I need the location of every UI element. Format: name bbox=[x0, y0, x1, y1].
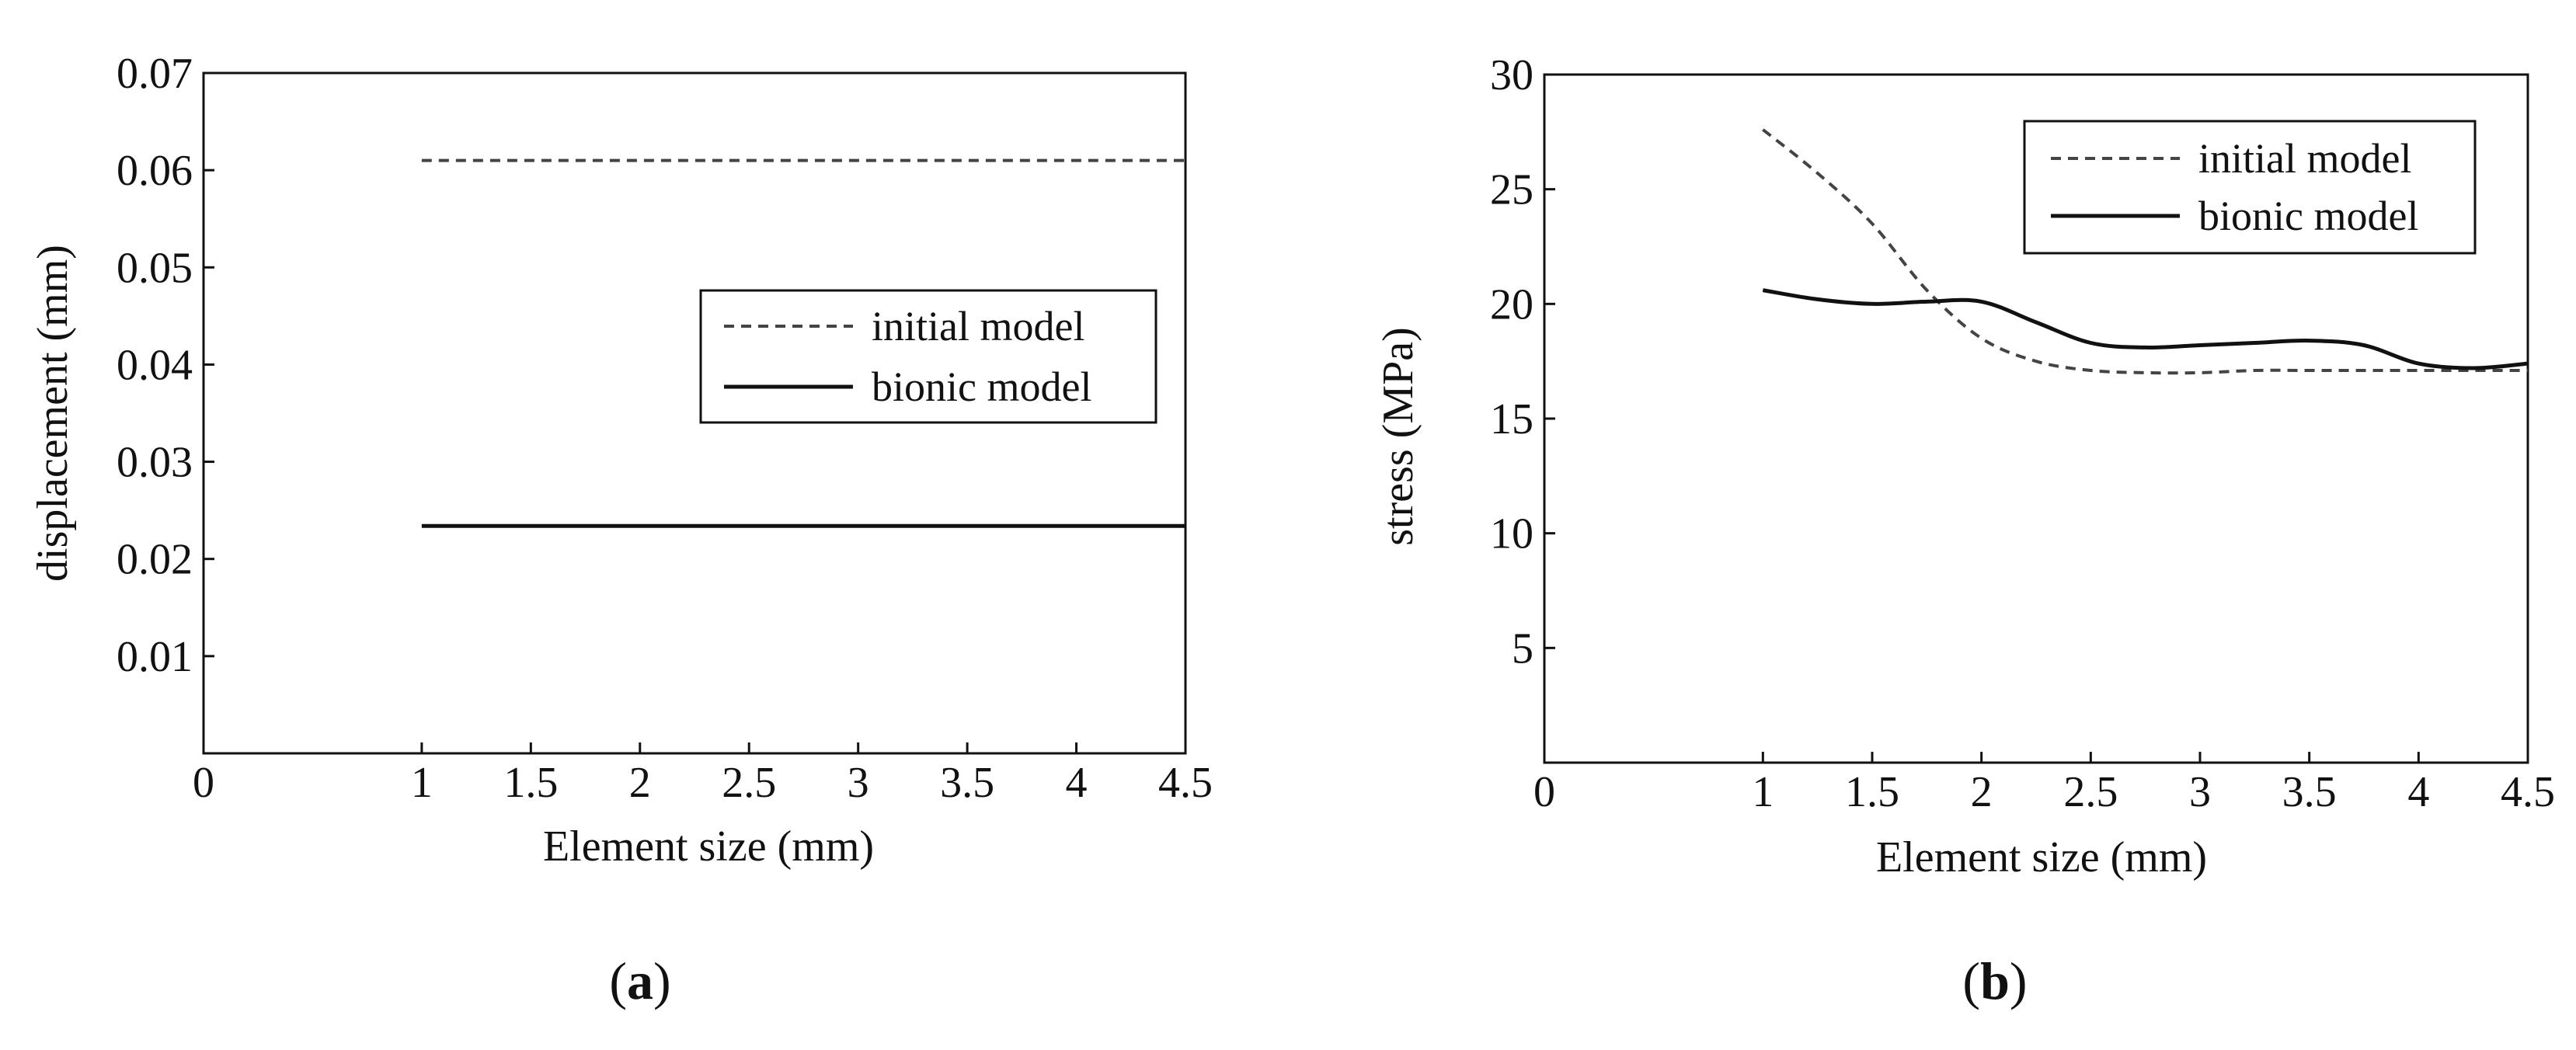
legend-label-initial-model: initial model bbox=[2198, 135, 2411, 182]
x-tick-label: 4 bbox=[1066, 759, 1088, 807]
panel-a-displacement-chart: 0.01 0.02 0.03 0.04 0.05 0.06 0.07 0 1 1.5 2 2.5 3 3… bbox=[29, 50, 1213, 1010]
x-tick-label: 2.5 bbox=[2063, 768, 2118, 816]
x-tick-label: 1.5 bbox=[1845, 768, 1899, 816]
plot-marks bbox=[202, 71, 1187, 753]
panel-letter-a: a bbox=[627, 951, 653, 1010]
y-tick-label: 10 bbox=[1490, 510, 1533, 558]
legend-label-bionic-model: bionic model bbox=[2198, 193, 2418, 239]
y-tick-label: 0.06 bbox=[117, 147, 193, 195]
y-tick-label: 0.05 bbox=[117, 244, 193, 292]
x-tick-label: 0 bbox=[193, 759, 214, 807]
x-tick-label: 2 bbox=[1971, 768, 1993, 816]
x-tick-label: 4.5 bbox=[1158, 759, 1213, 807]
x-tick-label: 3 bbox=[848, 759, 869, 807]
series-line-initial-model bbox=[1762, 128, 2529, 375]
y-tick-label: 0.04 bbox=[117, 341, 193, 389]
x-tick-label: 1.5 bbox=[503, 759, 558, 807]
legend-box bbox=[2023, 120, 2477, 255]
y-tick-label: 15 bbox=[1490, 395, 1533, 443]
series-line-bionic-model bbox=[1762, 288, 2529, 370]
x-tick-label: 4 bbox=[2407, 768, 2429, 816]
x-tick-label: 4.5 bbox=[2501, 768, 2555, 816]
legend-label-initial-model: initial model bbox=[872, 303, 1084, 349]
panel-label-b: (b) bbox=[1962, 951, 2027, 1010]
panel-label-a: (a) bbox=[609, 951, 670, 1010]
x-tick-label: 1 bbox=[411, 759, 433, 807]
y-tick-label: 25 bbox=[1490, 166, 1533, 214]
x-tick-label: 2 bbox=[629, 759, 651, 807]
y-tick-label: 30 bbox=[1490, 51, 1533, 99]
x-tick-label: 0 bbox=[1533, 768, 1555, 816]
y-tick-labels: 0.01 0.02 0.03 0.04 0.05 0.06 0.07 bbox=[117, 50, 193, 681]
legend-box bbox=[699, 289, 1157, 424]
y-tick-label: 0.07 bbox=[117, 50, 193, 98]
y-axis-label: stress (MPa) bbox=[1374, 327, 1422, 546]
legend: initial model bionic model bbox=[699, 289, 1157, 424]
x-tick-label: 2.5 bbox=[722, 759, 776, 807]
legend: initial model bionic model bbox=[2023, 120, 2477, 255]
x-tick-labels: 0 1 1.5 2 2.5 3 3.5 4 4.5 bbox=[1533, 768, 2555, 816]
x-axis-label: Element size (mm) bbox=[1876, 833, 2207, 881]
x-tick-label: 3.5 bbox=[2282, 768, 2337, 816]
y-tick-label: 20 bbox=[1490, 280, 1533, 329]
y-axis-label: displacement (mm) bbox=[29, 245, 77, 582]
panel-letter-b: b bbox=[1980, 951, 2010, 1010]
plot-frame bbox=[202, 71, 1187, 755]
x-tick-label: 3 bbox=[2189, 768, 2211, 816]
plot-marks bbox=[1543, 73, 2529, 763]
legend-label-bionic-model: bionic model bbox=[872, 363, 1091, 410]
y-tick-label: 0.03 bbox=[117, 439, 193, 487]
x-tick-label: 3.5 bbox=[940, 759, 994, 807]
y-tick-label: 0.01 bbox=[117, 633, 193, 681]
x-tick-label: 1 bbox=[1752, 768, 1774, 816]
y-tick-label: 5 bbox=[1512, 624, 1533, 673]
x-axis-label: Element size (mm) bbox=[543, 822, 874, 871]
panel-b-stress-chart: 5 10 15 20 25 30 0 1 1.5 2 2.5 3 3.5 4 4.5 stress (MP… bbox=[1374, 51, 2555, 1010]
y-tick-label: 0.02 bbox=[117, 536, 193, 584]
x-tick-labels: 0 1 1.5 2 2.5 3 3.5 4 4.5 bbox=[193, 759, 1213, 807]
y-tick-labels: 5 10 15 20 25 30 bbox=[1490, 51, 1533, 673]
